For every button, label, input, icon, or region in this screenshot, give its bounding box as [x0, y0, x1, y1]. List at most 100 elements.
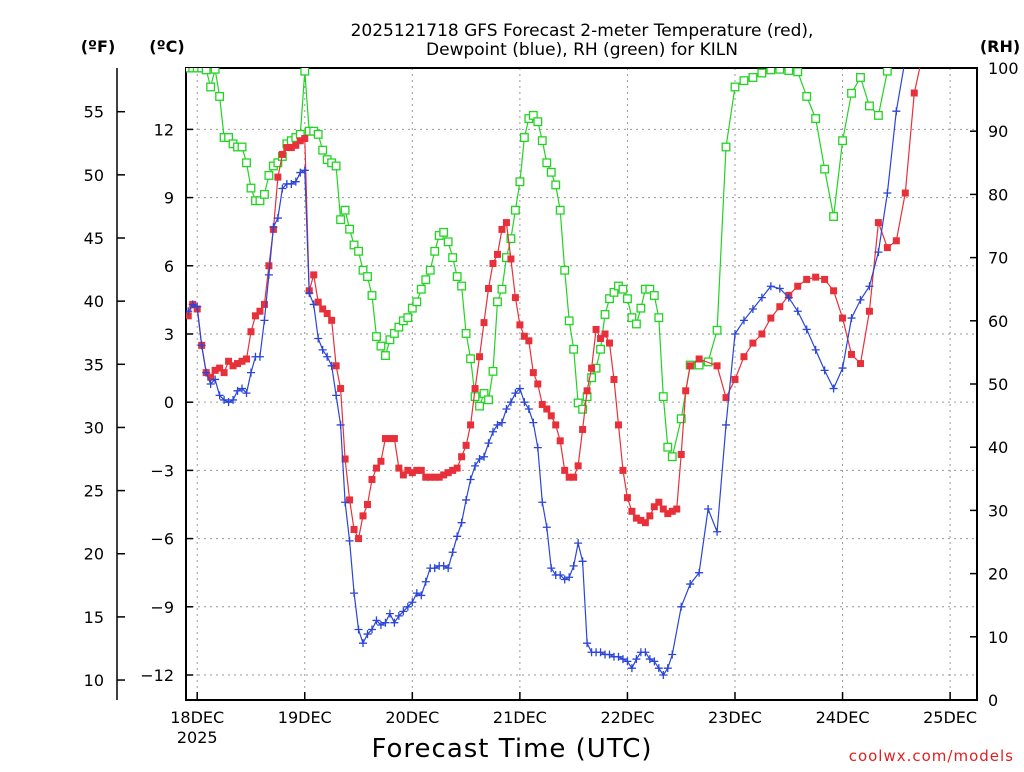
data-point [529, 369, 537, 377]
rh-tick-label: 30 [988, 501, 1008, 520]
data-point [246, 368, 255, 377]
data-point [471, 385, 479, 393]
data-point [278, 150, 286, 158]
data-point [682, 387, 690, 395]
data-point [485, 285, 493, 293]
data-point [319, 305, 327, 313]
data-point [305, 289, 314, 298]
data-point [893, 39, 901, 47]
data-point [605, 650, 614, 659]
data-point [583, 639, 592, 648]
data-point [381, 435, 389, 443]
data-point [462, 495, 471, 504]
x-axis-title: Forecast Time (UTC) [371, 734, 652, 764]
data-point [802, 325, 811, 334]
data-point [210, 68, 220, 74]
data-point [493, 250, 501, 258]
data-point [811, 114, 821, 124]
data-point [667, 452, 677, 462]
data-point [376, 620, 385, 629]
data-point [636, 303, 646, 313]
data-point [820, 366, 829, 375]
data-point [803, 275, 811, 283]
data-point [757, 293, 766, 302]
data-point [475, 401, 484, 411]
data-point [475, 455, 484, 464]
data-point [260, 300, 268, 308]
data-point [238, 384, 247, 393]
data-point [278, 184, 287, 193]
data-point [238, 357, 246, 365]
data-point [605, 294, 614, 304]
data-point [480, 452, 489, 461]
data-point [668, 507, 676, 515]
series-line [187, 68, 921, 541]
data-point [206, 380, 215, 388]
data-point [243, 355, 251, 363]
data-point [350, 525, 358, 533]
data-point [587, 373, 597, 383]
data-point [767, 314, 775, 322]
data-point [453, 464, 461, 472]
data-point [618, 284, 628, 294]
data-point [201, 68, 211, 75]
data-point [287, 179, 296, 188]
data-point [543, 405, 551, 413]
data-point [622, 294, 632, 304]
data-point [812, 273, 820, 281]
data-point [821, 275, 829, 283]
data-point [452, 272, 462, 282]
data-point [574, 539, 583, 548]
data-point [596, 648, 605, 657]
data-point [601, 330, 609, 338]
data-point [207, 373, 215, 381]
data-point [453, 532, 462, 541]
series-line [188, 68, 890, 459]
data-point [300, 68, 310, 76]
data-point [422, 473, 430, 481]
celsius-tick-label: −12 [140, 666, 174, 685]
data-point [314, 334, 323, 343]
data-point [354, 246, 363, 256]
data-point [766, 68, 776, 75]
celsius-tick-label: 6 [164, 257, 174, 276]
data-point [225, 357, 233, 365]
data-point [578, 404, 588, 414]
fahrenheit-tick-label: 15 [84, 608, 104, 627]
rh-axis-label: (RH) [980, 37, 1020, 56]
data-point [416, 284, 426, 294]
data-point [188, 300, 197, 309]
data-point [215, 391, 224, 400]
data-point [259, 189, 269, 199]
data-point [569, 344, 579, 354]
data-point [341, 455, 349, 463]
data-point [632, 655, 641, 664]
data-point [597, 335, 605, 343]
data-point [686, 580, 695, 589]
rh-tick-label: 20 [988, 565, 1008, 584]
data-point [389, 328, 399, 338]
data-point [287, 144, 295, 152]
data-point [380, 351, 390, 361]
data-point [506, 234, 516, 244]
data-point [614, 421, 622, 429]
data-point [552, 421, 560, 429]
data-point [529, 418, 538, 427]
data-point [766, 282, 775, 291]
data-point [354, 625, 363, 634]
data-point [663, 664, 672, 673]
data-point [829, 384, 838, 393]
data-point [394, 322, 404, 332]
data-point [186, 307, 193, 316]
data-point [627, 313, 637, 323]
data-point [233, 386, 242, 395]
data-point [901, 39, 909, 47]
data-point [502, 405, 511, 414]
rh-tick-label: 10 [988, 628, 1008, 647]
data-point [784, 293, 793, 302]
data-point [757, 68, 767, 78]
data-point [547, 564, 556, 573]
data-point [372, 464, 380, 472]
data-point [395, 464, 403, 472]
data-point [467, 421, 475, 429]
